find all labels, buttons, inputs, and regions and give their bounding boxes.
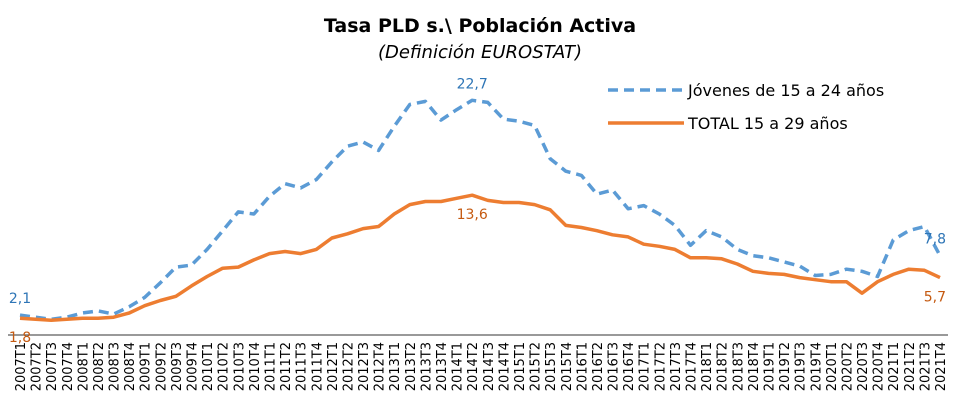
x-tick-label: 2013T1: [388, 342, 403, 391]
x-tick-label: 2014T1: [451, 342, 466, 391]
data-label: 5,7: [924, 290, 946, 306]
x-tick-label: 2012T3: [357, 342, 372, 391]
x-tick-label: 2020T2: [840, 342, 855, 391]
x-tick-label: 2008T1: [76, 342, 91, 391]
x-tick-label: 2008T4: [123, 342, 138, 391]
x-tick-label: 2017T1: [638, 342, 653, 391]
data-label: 13,6: [457, 207, 488, 223]
x-tick-label: 2020T1: [825, 342, 840, 391]
x-tick-label: 2014T2: [466, 342, 481, 391]
series-line: [19, 193, 941, 323]
x-tick-label: 2007T1: [14, 342, 29, 391]
series-line: [19, 98, 942, 322]
x-tick-label: 2010T4: [248, 342, 263, 391]
x-tick-label: 2007T4: [61, 342, 76, 391]
x-tick-label: 2018T3: [731, 342, 746, 391]
data-label: 1,8: [9, 330, 31, 346]
x-tick-label: 2011T1: [263, 342, 278, 391]
x-tick-label: 2020T4: [872, 342, 887, 391]
legend-label: TOTAL 15 a 29 años: [687, 114, 848, 133]
x-tick-label: 2013T3: [419, 342, 434, 391]
x-tick-label: 2012T4: [373, 342, 388, 391]
x-tick-label: 2021T4: [934, 342, 949, 391]
data-label: 22,7: [457, 76, 488, 92]
chart-title: Tasa PLD s.\ Población Activa: [324, 15, 636, 37]
x-tick-label: 2012T1: [326, 342, 341, 391]
x-tick-label: 2009T1: [139, 342, 154, 391]
x-tick-label: 2011T3: [295, 342, 310, 391]
x-tick-label: 2017T2: [653, 342, 668, 391]
x-tick-label: 2010T3: [232, 342, 247, 391]
x-tick-label: 2013T4: [435, 342, 450, 391]
x-tick-label: 2010T2: [217, 342, 232, 391]
x-tick-label: 2019T3: [794, 342, 809, 391]
x-tick-label: 2021T2: [903, 342, 918, 391]
x-tick-label: 2021T3: [918, 342, 933, 391]
data-label: 7,8: [924, 232, 946, 248]
x-tick-label: 2015T1: [513, 342, 528, 391]
x-tick-label: 2010T1: [201, 342, 216, 391]
x-tick-label: 2013T2: [404, 342, 419, 391]
x-tick-label: 2019T1: [762, 342, 777, 391]
x-tick-label: 2009T4: [186, 342, 201, 391]
x-tick-label: 2015T2: [529, 342, 544, 391]
x-tick-label: 2019T4: [809, 342, 824, 391]
x-tick-label: 2020T3: [856, 342, 871, 391]
x-tick-label: 2011T2: [279, 342, 294, 391]
x-tick-label: 2007T2: [30, 342, 45, 391]
x-tick-label: 2009T3: [170, 342, 185, 391]
x-tick-label: 2016T4: [622, 342, 637, 391]
x-tick-label: 2021T1: [887, 342, 902, 391]
x-tick-label: 2018T2: [716, 342, 731, 391]
data-label: 2,1: [9, 291, 31, 307]
x-tick-label: 2017T4: [685, 342, 700, 391]
x-tick-label: 2008T2: [92, 342, 107, 391]
x-tick-label: 2011T4: [310, 342, 325, 391]
x-tick-label: 2012T2: [341, 342, 356, 391]
x-tick-label: 2019T2: [778, 342, 793, 391]
chart-subtitle: (Definición EUROSTAT): [378, 42, 582, 63]
x-tick-label: 2018T1: [700, 342, 715, 391]
x-tick-label: 2007T3: [45, 342, 60, 391]
x-tick-label: 2016T2: [591, 342, 606, 391]
x-tick-label: 2017T3: [669, 342, 684, 391]
legend-label: Jóvenes de 15 a 24 años: [687, 81, 884, 100]
x-tick-label: 2016T1: [575, 342, 590, 391]
x-tick-label: 2015T4: [560, 342, 575, 391]
x-tick-label: 2014T4: [497, 342, 512, 391]
x-tick-label: 2015T3: [544, 342, 559, 391]
x-tick-label: 2018T4: [747, 342, 762, 391]
x-tick-label: 2008T3: [108, 342, 123, 391]
x-tick-label: 2009T2: [154, 342, 169, 391]
x-tick-label: 2016T3: [607, 342, 622, 391]
x-tick-label: 2014T3: [482, 342, 497, 391]
